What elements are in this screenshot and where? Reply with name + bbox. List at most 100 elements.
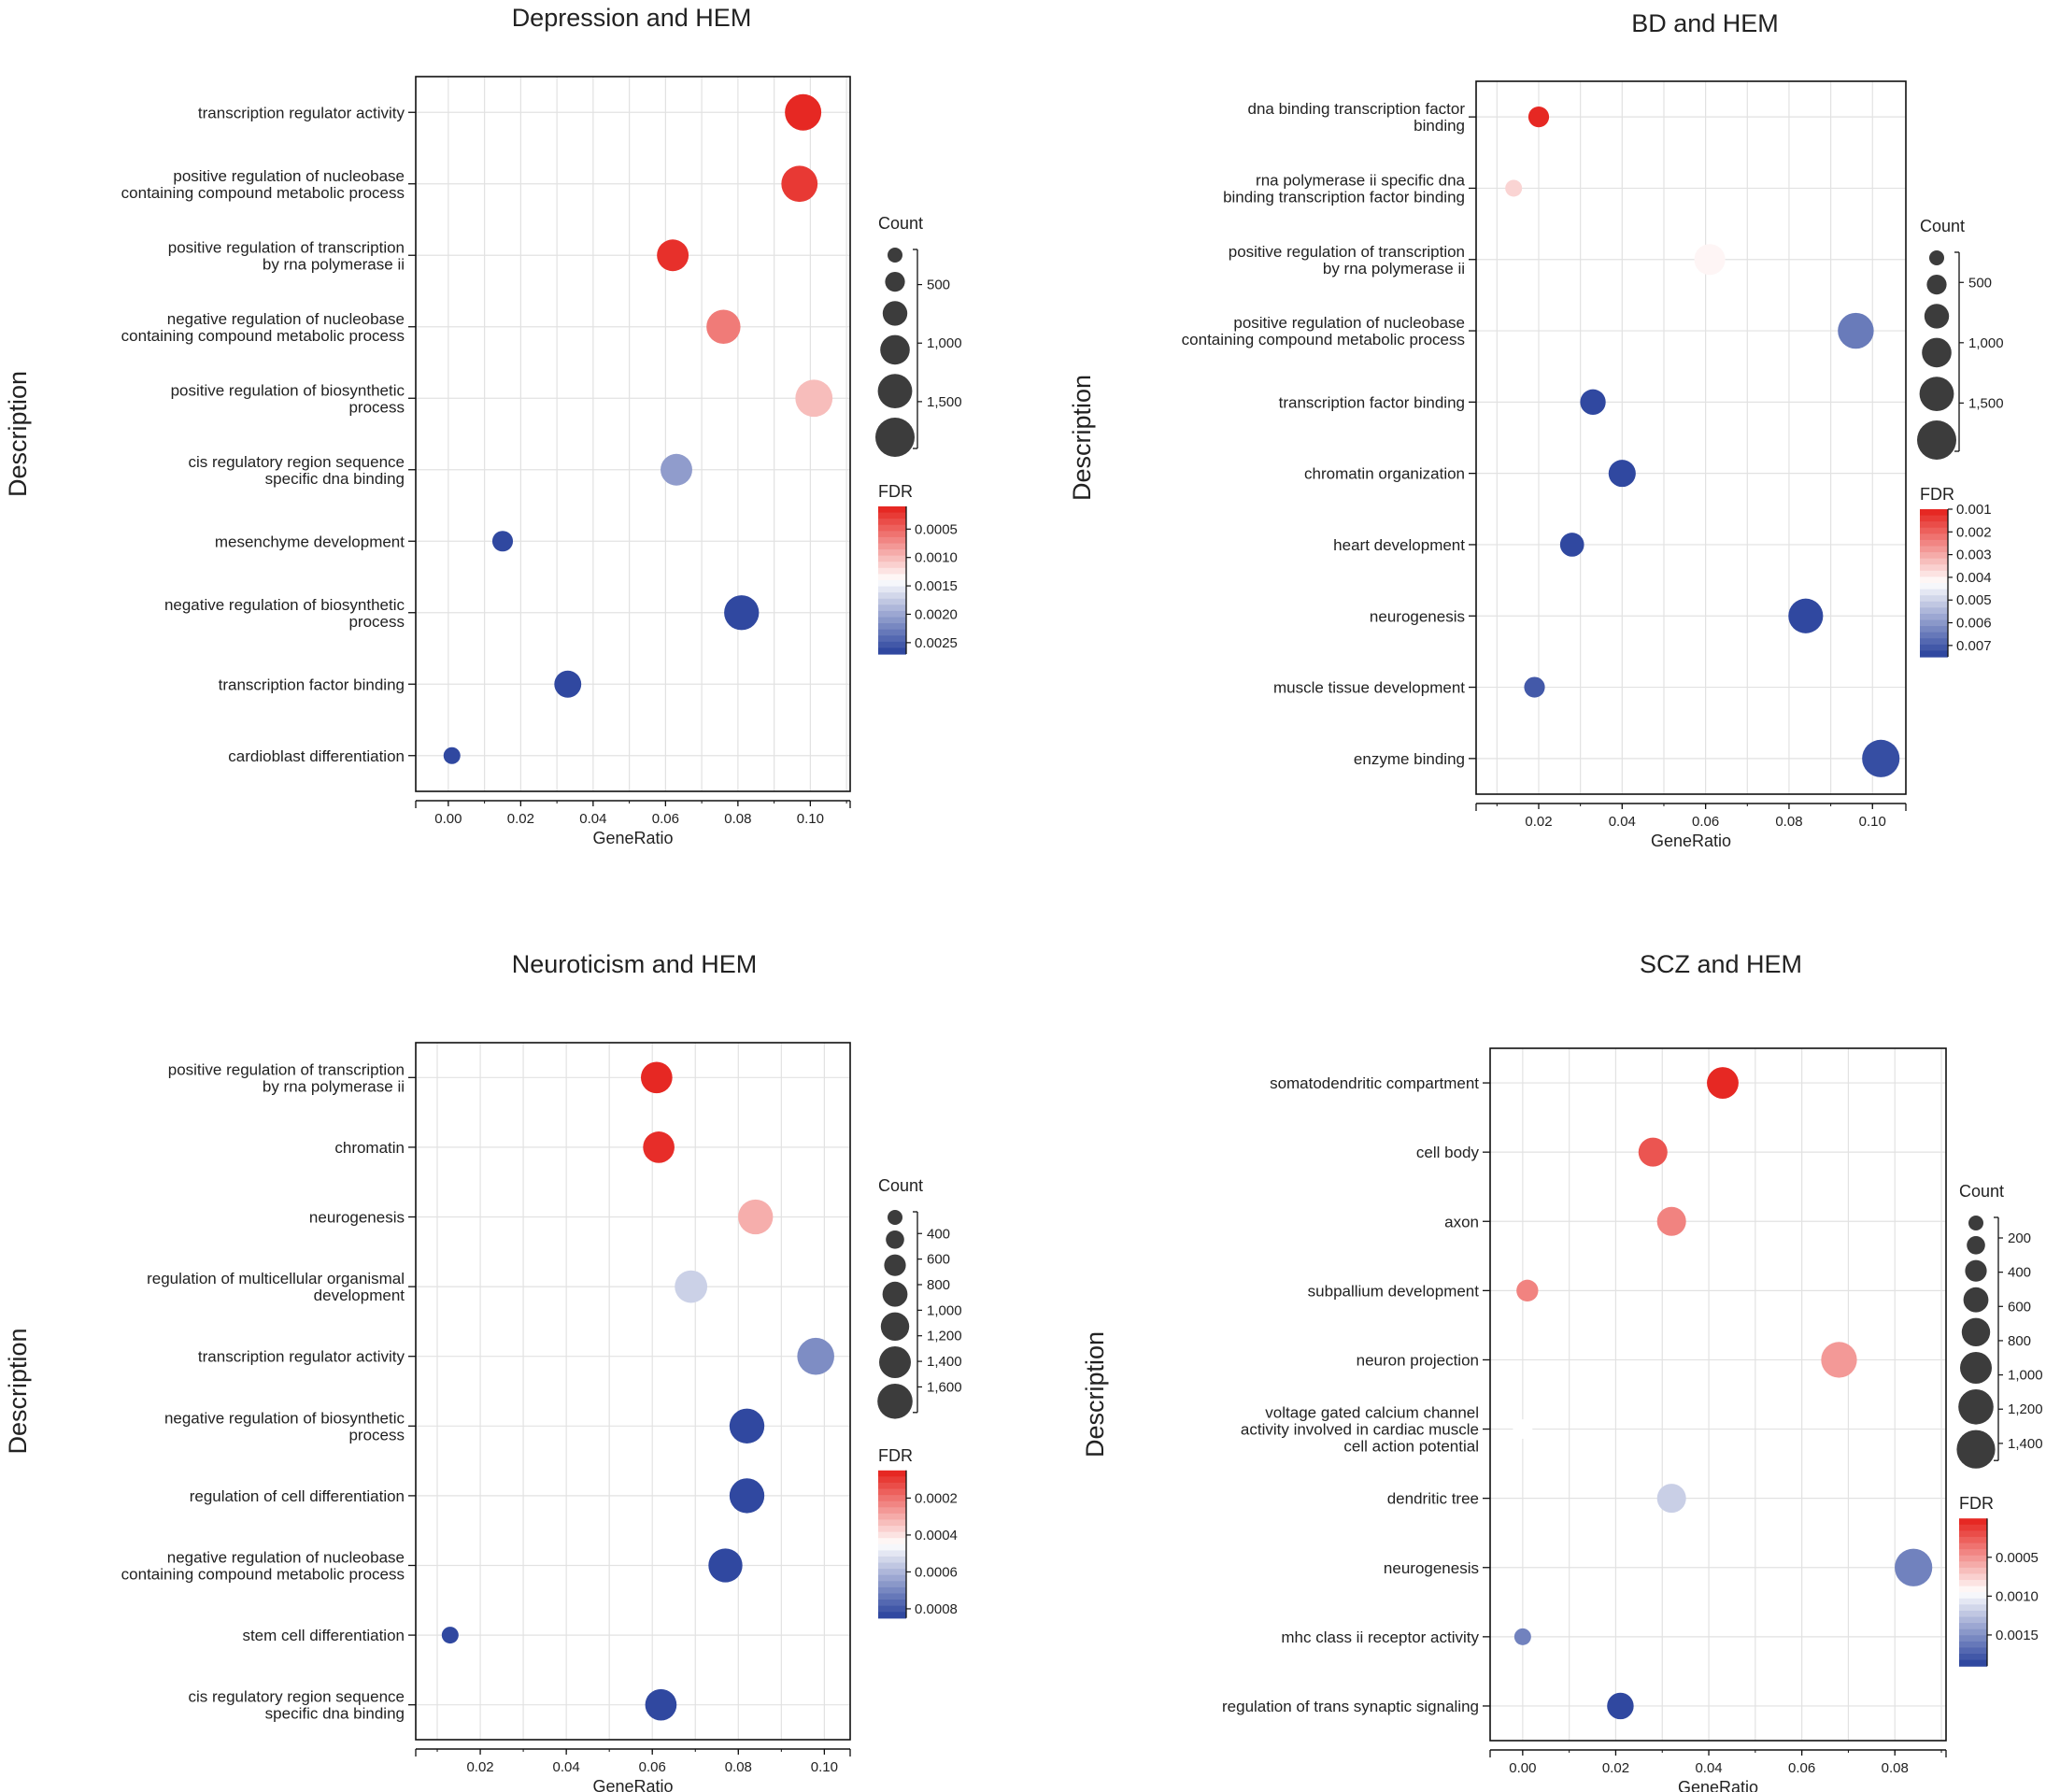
x-tick-label: 0.06 <box>652 811 679 827</box>
fdr-colorbar-segment <box>1920 515 1948 522</box>
fdr-colorbar-segment <box>878 623 906 631</box>
chart-title: Depression and HEM <box>512 4 752 32</box>
fdr-colorbar-segment <box>1959 1586 1987 1593</box>
y-category-label: voltage gated calcium channel activity in… <box>1241 1404 1479 1456</box>
fdr-colorbar-segment <box>878 1500 906 1508</box>
y-category-label: cell body <box>1416 1144 1480 1161</box>
fdr-legend-label: 0.0025 <box>915 635 958 651</box>
y-category-label: regulation of trans synaptic signaling <box>1222 1698 1479 1715</box>
data-point <box>1527 107 1550 128</box>
y-category-label: positive regulation of biosynthetic proce… <box>171 381 405 416</box>
fdr-legend-title: FDR <box>878 1446 913 1465</box>
y-category-label: neurogenesis <box>309 1209 405 1227</box>
y-category-label: chromatin <box>334 1139 405 1157</box>
fdr-colorbar-segment <box>878 1543 906 1551</box>
fdr-colorbar-segment <box>878 1513 906 1521</box>
fdr-colorbar-segment <box>878 1519 906 1527</box>
y-category-label: positive regulation of transcription by r… <box>168 238 405 273</box>
fdr-legend-label: 0.0015 <box>915 578 958 594</box>
data-point <box>643 1131 675 1163</box>
fdr-colorbar-segment <box>878 512 906 519</box>
fdr-legend-label: 0.0008 <box>915 1601 958 1617</box>
chart-title: BD and HEM <box>1631 9 1779 37</box>
fdr-legend-label: 0.002 <box>1956 524 1992 540</box>
fdr-colorbar-segment <box>878 519 906 526</box>
fdr-legend-title: FDR <box>878 482 913 501</box>
fdr-colorbar-segment <box>1920 589 1948 596</box>
data-point <box>1580 389 1606 416</box>
x-tick-label: 0.02 <box>507 811 534 827</box>
fdr-colorbar-segment <box>878 1600 906 1607</box>
count-legend-label: 400 <box>927 1226 950 1242</box>
data-point <box>661 453 692 486</box>
fdr-colorbar-segment <box>1959 1536 1987 1544</box>
fdr-colorbar-segment <box>878 1612 906 1619</box>
fdr-colorbar-segment <box>1959 1654 1987 1661</box>
data-point <box>785 93 822 131</box>
y-axis-label: Description <box>1081 1331 1109 1458</box>
fdr-legend-title: FDR <box>1959 1494 1994 1513</box>
fdr-legend-label: 0.0005 <box>915 521 958 537</box>
x-tick-label: 0.06 <box>639 1759 666 1775</box>
y-category-label: neurogenesis <box>1370 607 1465 625</box>
fdr-colorbar-segment <box>1920 613 1948 621</box>
data-point <box>657 239 689 272</box>
fdr-colorbar-segment <box>878 1531 906 1539</box>
count-legend-dot <box>1917 420 1956 460</box>
count-legend-dot <box>884 1254 906 1276</box>
data-point <box>675 1270 708 1303</box>
data-point <box>797 1337 834 1375</box>
count-legend-title: Count <box>1959 1182 2004 1201</box>
fdr-colorbar-segment <box>1920 601 1948 608</box>
count-legend-title: Count <box>1920 217 1965 235</box>
y-category-label: positive regulation of nucleobase contain… <box>1182 314 1465 348</box>
y-category-label: cardioblast differentiation <box>228 747 405 765</box>
fdr-colorbar-segment <box>1959 1567 1987 1575</box>
count-legend-label: 800 <box>927 1277 950 1293</box>
x-tick-label: 0.08 <box>1882 1760 1909 1776</box>
fdr-colorbar-segment <box>1920 533 1948 541</box>
fdr-colorbar-segment <box>1920 552 1948 560</box>
fdr-colorbar-segment <box>878 1507 906 1515</box>
y-category-label: dna binding transcription factor binding <box>1248 100 1466 135</box>
fdr-colorbar-segment <box>1920 539 1948 548</box>
fdr-colorbar-segment <box>1920 595 1948 603</box>
y-category-label: neuron projection <box>1357 1351 1479 1369</box>
y-category-label: regulation of multicellular organismal de… <box>147 1270 405 1304</box>
panel-depression: Depression and HEM Description 0.00 0.02 0.0… <box>0 0 1023 896</box>
count-legend-dot <box>888 248 902 263</box>
fdr-colorbar-segment <box>1959 1561 1987 1569</box>
count-legend-dot <box>1922 337 1952 368</box>
data-point <box>1707 1067 1739 1099</box>
x-tick-label: 0.04 <box>1609 814 1636 830</box>
x-tick-label: 0.08 <box>724 811 751 827</box>
fdr-legend-label: 0.006 <box>1956 616 1992 632</box>
count-legend-dot <box>877 374 913 408</box>
data-point <box>441 1627 459 1644</box>
fdr-colorbar-segment <box>1920 546 1948 553</box>
fdr-colorbar-segment <box>1920 576 1948 584</box>
data-point <box>1656 1206 1686 1236</box>
count-legend-dot <box>882 301 908 326</box>
fdr-colorbar-segment <box>1959 1524 1987 1531</box>
fdr-colorbar-segment <box>878 1482 906 1490</box>
count-legend-label: 500 <box>927 277 950 293</box>
fdr-colorbar-segment <box>1959 1628 1987 1636</box>
fdr-legend-label: 0.0004 <box>915 1528 958 1543</box>
data-point <box>640 1061 673 1094</box>
fdr-colorbar-segment <box>1959 1647 1987 1655</box>
fdr-colorbar-segment <box>878 562 906 569</box>
y-category-label: dendritic tree <box>1387 1490 1479 1508</box>
fdr-colorbar-segment <box>1959 1592 1987 1600</box>
panel-scz: SCZ and HEM Description 0.00 0.02 0.04 0.06 0.… <box>1023 896 2046 1792</box>
fdr-legend-label: 0.0006 <box>915 1564 958 1580</box>
fdr-colorbar-segment <box>1959 1598 1987 1605</box>
y-category-label: somatodendritic compartment <box>1270 1074 1479 1092</box>
y-category-label: transcription regulator activity <box>198 1348 405 1366</box>
fdr-colorbar-segment <box>1959 1641 1987 1649</box>
x-tick-label: 0.06 <box>1788 1760 1815 1776</box>
count-legend-label: 800 <box>2008 1333 2031 1349</box>
data-point <box>729 1478 765 1514</box>
chart-neuroticism: Neuroticism and HEM Description 0.02 0.04 0.… <box>4 950 962 1792</box>
y-category-label: neurogenesis <box>1384 1559 1479 1577</box>
